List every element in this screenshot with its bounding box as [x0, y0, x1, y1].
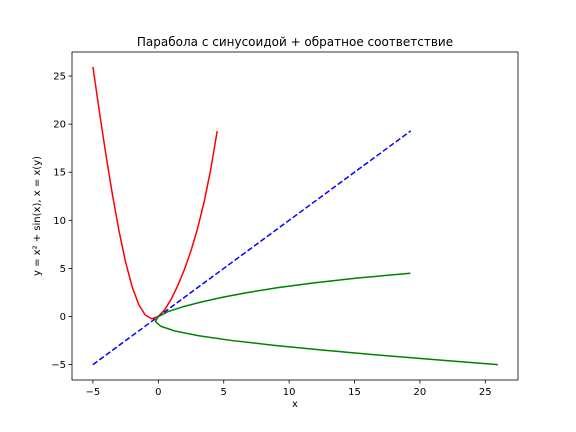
chart-title: Парабола с синусоидой + обратное соответ…: [137, 35, 453, 49]
plot-frame: [71, 51, 519, 381]
x-tick-label: 5: [221, 387, 227, 398]
x-tick-label: 10: [283, 387, 296, 398]
x-tick-label: 0: [155, 387, 161, 398]
series-line-1: [92, 130, 412, 366]
x-tick-label: 25: [479, 387, 492, 398]
x-axis-label: x: [292, 399, 298, 410]
y-tick-label: 15: [53, 168, 66, 179]
x-tick-label: 20: [414, 387, 427, 398]
series-layer: [92, 66, 498, 366]
y-axis-ticks: −5 0 5 10 15 20 25: [51, 72, 72, 371]
y-tick-label: 10: [53, 216, 66, 227]
y-tick-label: −5: [51, 360, 66, 371]
x-tick-label: −5: [86, 387, 101, 398]
y-tick-label: 25: [53, 72, 66, 83]
y-tick-label: 0: [60, 312, 66, 323]
series-line-0: [92, 66, 218, 320]
x-axis-ticks: −5 0 5 10 15 20 25: [86, 380, 492, 398]
series-line-2: [154, 272, 498, 366]
y-tick-label: 20: [53, 120, 66, 131]
y-tick-label: 5: [60, 264, 66, 275]
x-tick-label: 15: [348, 387, 361, 398]
y-axis-label: y = x² + sin(x), x = x(y): [32, 156, 43, 276]
